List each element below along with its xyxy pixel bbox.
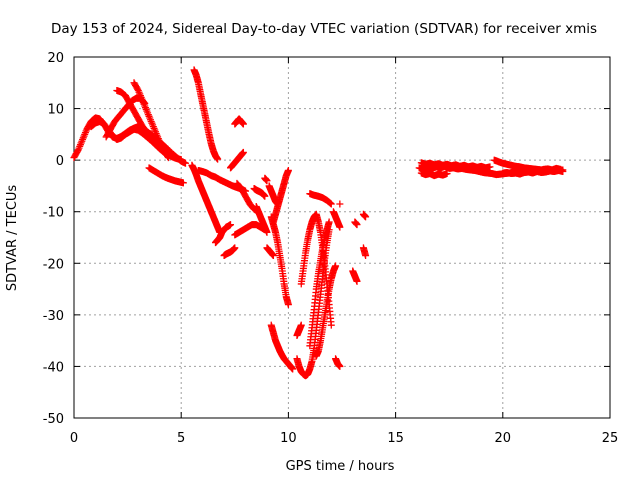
series-arc-8 <box>188 161 224 236</box>
data-point <box>325 218 333 226</box>
data-point <box>336 362 344 370</box>
y-tick-label: -40 <box>43 360 64 375</box>
data-point <box>327 321 335 329</box>
series-arc-28 <box>312 262 340 360</box>
data-point <box>164 154 172 162</box>
series-arc-29 <box>306 190 335 208</box>
data-points <box>70 66 567 380</box>
data-point <box>231 244 239 252</box>
data-point <box>263 177 271 185</box>
plot-frame <box>73 56 611 419</box>
series-arc-34 <box>351 218 361 229</box>
series-arc-7 <box>190 66 222 163</box>
series-arc-31 <box>329 208 344 231</box>
data-point <box>353 277 361 285</box>
data-point <box>239 120 247 128</box>
y-tick-label: 20 <box>47 51 64 66</box>
series-arc-27 <box>306 218 333 350</box>
y-tick-label: 10 <box>47 103 64 118</box>
x-axis-title: GPS time / hours <box>286 459 395 474</box>
y-tick-label: -50 <box>43 412 64 427</box>
x-tick-label: 15 <box>387 431 404 446</box>
data-point <box>559 167 567 175</box>
series-arc-10 <box>212 221 235 247</box>
data-point <box>284 301 292 309</box>
x-tick-label: 20 <box>495 431 512 446</box>
series-arc-6 <box>145 164 187 187</box>
data-point <box>164 152 172 160</box>
y-tick-label: -30 <box>43 309 64 324</box>
data-point <box>74 147 82 155</box>
grid-lines <box>74 57 610 418</box>
series-arc-19 <box>263 244 277 260</box>
data-point <box>332 262 340 270</box>
data-point <box>327 200 335 208</box>
data-point <box>181 159 189 167</box>
series-arc-23 <box>267 321 297 373</box>
series-arc-5 <box>130 79 172 162</box>
data-point <box>289 365 297 373</box>
data-point <box>134 85 142 93</box>
series-arc-32 <box>336 200 344 208</box>
series-arc-18 <box>261 174 271 185</box>
data-point <box>362 252 370 260</box>
x-tick-label: 25 <box>602 431 619 446</box>
y-axis-title: SDTVAR / TECUs <box>5 185 20 292</box>
data-point <box>362 213 370 221</box>
data-point <box>486 163 494 171</box>
series-arc-21 <box>267 213 292 309</box>
data-point <box>297 321 305 329</box>
data-point <box>336 223 344 231</box>
series-arc-35 <box>359 210 370 221</box>
data-point <box>353 221 361 229</box>
series-arc-11 <box>220 244 239 260</box>
chart-title: Day 153 of 2024, Sidereal Day-to-day VTE… <box>51 21 597 37</box>
axis-ticks: 0 5 10 15 20 25 20 10 0 -10 -20 -30 -40 -50 <box>43 51 619 446</box>
data-point <box>261 192 269 200</box>
series-arc-33 <box>349 267 361 285</box>
y-tick-label: -20 <box>43 257 64 272</box>
data-point <box>239 148 247 156</box>
data-point <box>284 166 292 174</box>
data-point <box>443 170 451 178</box>
data-point <box>214 155 222 163</box>
series-arc-1 <box>70 114 147 162</box>
series-arc-22 <box>269 166 292 226</box>
series-arc-39 <box>417 169 451 180</box>
y-tick-label: 0 <box>56 154 64 169</box>
data-point <box>269 252 277 260</box>
series-arc-38 <box>417 159 494 172</box>
series-arc-36 <box>359 244 370 260</box>
data-point <box>227 221 235 229</box>
x-tick-label: 10 <box>280 431 297 446</box>
data-point <box>336 200 344 208</box>
y-tick-label: -10 <box>43 206 64 221</box>
data-point <box>179 179 187 187</box>
series-arc-30 <box>332 355 344 370</box>
series-arc-12 <box>227 148 247 172</box>
x-tick-label: 5 <box>177 431 185 446</box>
series-arc-13 <box>231 115 247 128</box>
series-arc-41 <box>499 166 567 178</box>
series-arc-25 <box>293 321 305 339</box>
series-arc-17 <box>252 203 271 236</box>
x-tick-label: 0 <box>70 431 78 446</box>
series-arc-16 <box>250 185 269 200</box>
data-point <box>263 228 271 236</box>
